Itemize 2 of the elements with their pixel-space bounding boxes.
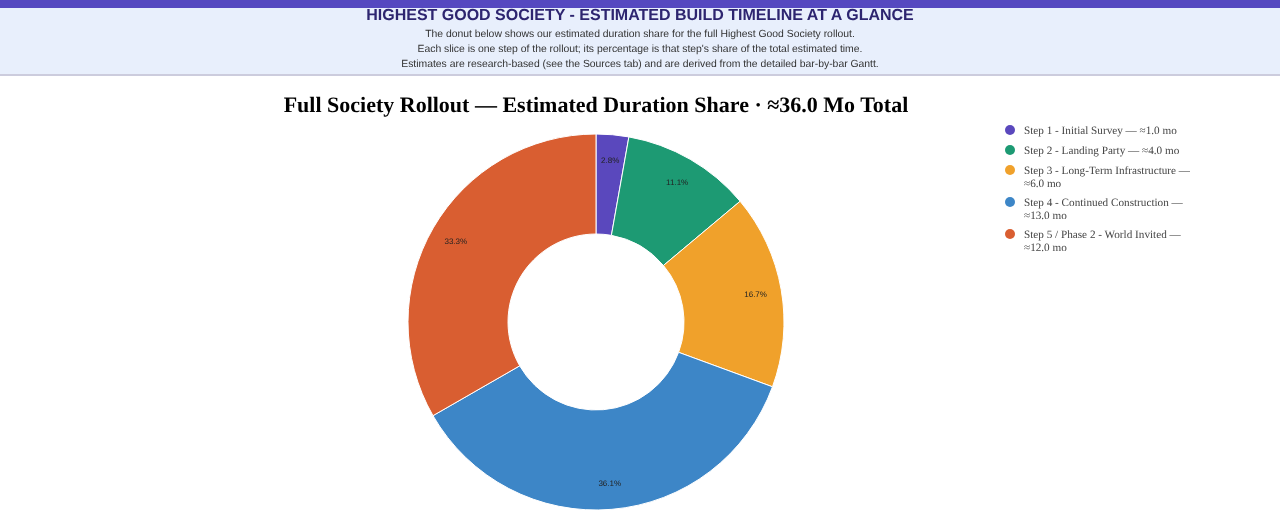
text: HIGHEST GOOD SOCIETY - ESTIMATED BUILD TIMELINE AT A GLANCE — [366, 6, 916, 24]
chart-title: Full Society Rollout — Estimated Duration Share · ≈36.0 Mo Total — [283, 94, 909, 118]
